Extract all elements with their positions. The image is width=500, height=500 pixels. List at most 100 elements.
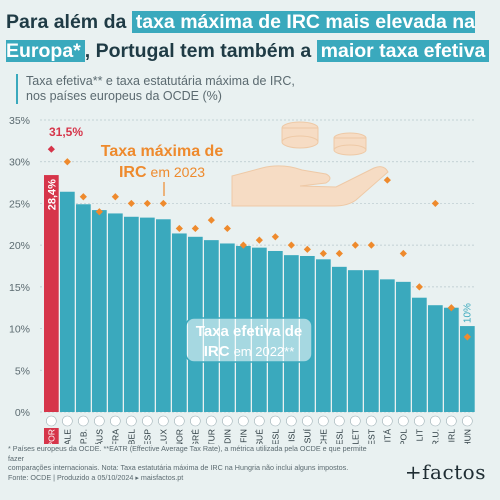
x-tick-label: EST bbox=[366, 428, 376, 444]
max-rate-dot-nor bbox=[175, 224, 183, 233]
max-rate-dot-lux bbox=[159, 199, 167, 208]
max-rate-dot-irl bbox=[447, 304, 455, 312]
subtitle-line-1: Taxa efetiva** e taxa estatutária máxima… bbox=[26, 74, 295, 88]
country-flag-icon bbox=[350, 415, 361, 427]
country-flag-icon bbox=[462, 415, 473, 427]
country-flag-icon bbox=[110, 415, 121, 427]
bar-nor bbox=[172, 233, 187, 412]
x-tick-label: NOR bbox=[174, 429, 184, 444]
country-flag-icon bbox=[254, 415, 265, 427]
x-tick-label: GRÉ bbox=[190, 429, 200, 444]
x-tick-label: FIN bbox=[238, 429, 248, 443]
bar-esl bbox=[332, 266, 347, 412]
bar-chart: 0% 5% 10% 15% 20% 25% 30% 35% POR ALE P.B. ÁUS FRA B… bbox=[9, 115, 476, 444]
max-rate-year: em 2023 bbox=[151, 164, 206, 180]
effective-rate-irc: IRC bbox=[204, 343, 230, 360]
x-tick-label: BEL bbox=[126, 429, 136, 444]
x-tick-label: DIN bbox=[222, 429, 232, 444]
max-rate-dot-isl bbox=[287, 241, 295, 249]
bar-p.b. bbox=[76, 204, 91, 412]
effective-rate-annotation-line-1: Taxa efetiva de bbox=[196, 323, 302, 340]
bar-itá bbox=[380, 279, 395, 412]
max-rate-dot-fin bbox=[239, 241, 247, 249]
max-rate-dot-gré bbox=[191, 224, 199, 233]
country-flag-icon bbox=[366, 415, 377, 427]
country-flag-icon bbox=[174, 415, 185, 427]
bar-irl bbox=[444, 307, 459, 412]
country-flag-icon bbox=[318, 415, 329, 427]
bar-lux bbox=[156, 219, 171, 412]
max-rate-dot-áus bbox=[95, 208, 103, 216]
max-rate-dot-sué bbox=[255, 236, 263, 244]
footnotes: * Países europeus da OCDE. **EATR (Effec… bbox=[8, 444, 368, 482]
bar-fra bbox=[108, 213, 123, 412]
x-tick-label: ISL bbox=[286, 429, 296, 442]
bar-che bbox=[316, 259, 331, 412]
country-flag-icon bbox=[446, 415, 457, 427]
country-flag-icon bbox=[126, 415, 137, 427]
country-flag-icon bbox=[62, 415, 73, 427]
max-rate-annotation-line-1: Taxa máxima de bbox=[101, 143, 224, 160]
x-tick-label: SUÍ bbox=[302, 428, 312, 443]
country-flag-icon bbox=[78, 415, 89, 427]
x-tick-label: R.U. bbox=[430, 429, 440, 444]
country-flag-icon bbox=[398, 415, 409, 427]
bar-ale bbox=[60, 191, 75, 412]
title-highlight-2: maior taxa efetiva bbox=[316, 40, 490, 62]
bar-áus bbox=[92, 210, 107, 412]
country-flag-icon bbox=[270, 415, 281, 427]
source-line: Fonte: OCDE | Produzido a 05/10/2024 ▸ m… bbox=[8, 472, 184, 482]
y-tick-label: 30% bbox=[9, 157, 30, 169]
bar-por bbox=[44, 175, 59, 412]
y-tick-label: 35% bbox=[9, 115, 30, 127]
y-tick-label: 5% bbox=[15, 365, 30, 377]
effective-rate-year: em 2022** bbox=[234, 344, 295, 359]
x-tick-label: LIT bbox=[414, 428, 424, 441]
footnote-line-2: comparações internacionais. Nota: Taxa e… bbox=[8, 463, 349, 473]
country-flag-icon bbox=[302, 415, 313, 427]
max-rate-dot-fra bbox=[111, 193, 119, 201]
max-rate-dot-lit bbox=[415, 283, 423, 291]
country-flag-icon bbox=[238, 415, 249, 427]
bar-esp bbox=[140, 217, 155, 412]
country-flag-icon bbox=[382, 415, 393, 427]
bar-let bbox=[348, 270, 363, 412]
max-rate-dot-por bbox=[47, 145, 55, 153]
x-tick-label: TUR bbox=[206, 429, 216, 444]
x-tick-label: LUX bbox=[158, 429, 168, 444]
max-rate-dot-let bbox=[351, 241, 359, 249]
max-rate-dot-itá bbox=[383, 176, 391, 184]
x-tick-label: FRA bbox=[110, 429, 120, 444]
max-rate-dot-p.b. bbox=[79, 193, 87, 201]
title-part-2: , Portugal tem também a bbox=[84, 40, 317, 62]
y-tick-label: 20% bbox=[9, 240, 30, 252]
bar-pol bbox=[396, 281, 411, 412]
por-effective-rate-label: 28,4% bbox=[46, 179, 58, 210]
max-rate-dot-pol bbox=[399, 249, 407, 258]
max-rate-dot-che bbox=[319, 249, 327, 258]
x-tick-label: HUN bbox=[462, 429, 472, 444]
effective-rate-annotation-line-2: IRC em 2022** bbox=[204, 343, 295, 360]
max-rate-dot-suí bbox=[303, 245, 311, 253]
country-flag-icon bbox=[222, 415, 233, 427]
y-axis-ticks: 0% 5% 10% 15% 20% 25% 30% 35% bbox=[9, 115, 30, 419]
max-rate-dot-esp bbox=[143, 199, 151, 208]
x-tick-label: ESL bbox=[270, 429, 280, 444]
country-flag-icon bbox=[206, 415, 217, 427]
bar-hun bbox=[460, 326, 475, 412]
x-tick-label: POR bbox=[46, 429, 56, 444]
max-rate-dot-hun bbox=[463, 333, 471, 341]
max-rate-dot-tur bbox=[207, 216, 215, 224]
max-rate-dot-est bbox=[367, 241, 375, 249]
x-tick-label: ESP bbox=[142, 429, 152, 444]
country-flag-icon bbox=[142, 415, 153, 427]
bar-lit bbox=[412, 297, 427, 412]
x-tick-label: SUÉ bbox=[254, 429, 264, 444]
country-flag-icon bbox=[430, 415, 441, 427]
max-rate-dot-r.u. bbox=[431, 199, 439, 208]
max-rate-irc: IRC bbox=[119, 164, 147, 181]
country-flag-icon bbox=[286, 415, 297, 427]
x-tick-label: LET bbox=[350, 428, 360, 444]
x-tick-label: ALE bbox=[62, 429, 72, 444]
country-flag-icon bbox=[334, 415, 345, 427]
